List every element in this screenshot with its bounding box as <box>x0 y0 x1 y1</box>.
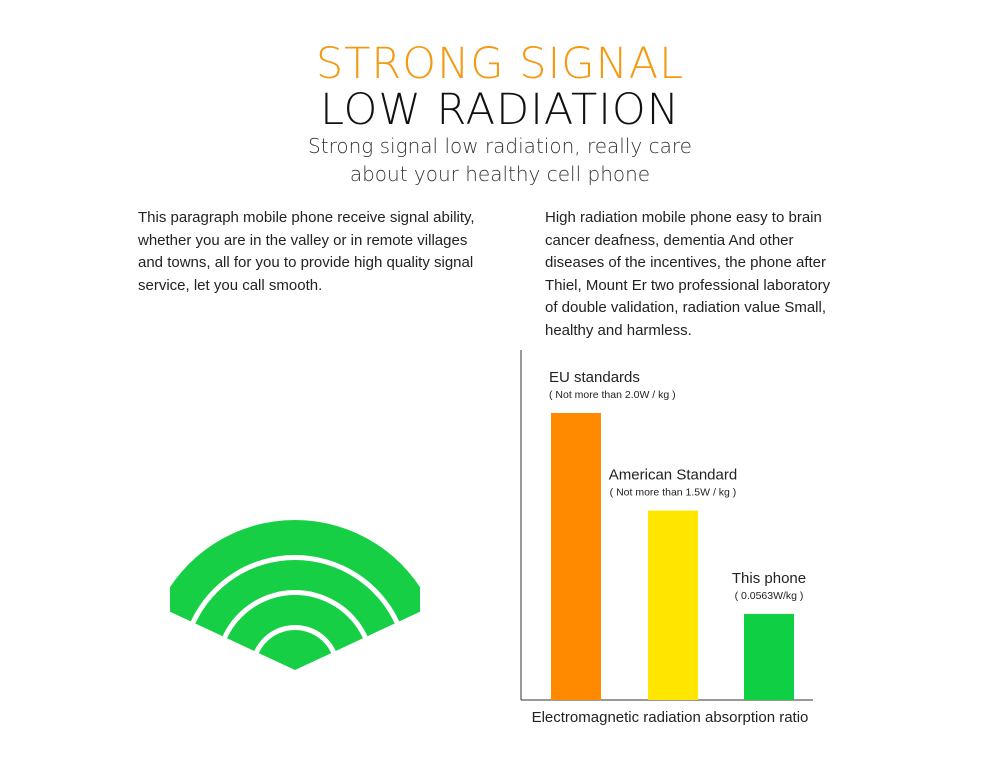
bar-label: This phone <box>732 570 806 587</box>
radiation-paragraph-line: High radiation mobile phone easy to brai… <box>545 209 822 226</box>
signal-paragraph: This paragraph mobile phone receive sign… <box>138 207 518 297</box>
wifi-dot <box>258 630 332 670</box>
bar-label: EU standards <box>549 369 640 386</box>
radiation-paragraph-line: Thiel, Mount Er two professional laborat… <box>545 276 831 294</box>
bar-note: ( Not more than 2.0W / kg ) <box>549 389 676 401</box>
wifi-arc-3 <box>227 595 363 651</box>
wifi-arcs <box>170 519 420 670</box>
wifi-arc-1 <box>170 519 420 622</box>
signal-paragraph-line: service, let you call smooth. <box>138 276 323 294</box>
radiation-bar-chart: EU standards ( Not more than 2.0W / kg ) A… <box>520 350 813 701</box>
x-axis-label: Electromagnetic radiation absorption rat… <box>531 709 809 726</box>
radiation-paragraph-line: healthy and harmless. <box>545 321 692 339</box>
bar-2 <box>648 510 698 700</box>
signal-paragraph-line: This paragraph mobile phone receive sign… <box>138 209 475 226</box>
subtitle-line-1: Strong signal low radiation, really care <box>308 134 692 158</box>
bar-3 <box>744 613 794 700</box>
headline-strong-signal: STRONG SIGNAL <box>315 39 685 89</box>
bar-label: American Standard <box>609 467 737 484</box>
signal-paragraph-line: and towns, all for you to provide high q… <box>138 254 474 271</box>
subtitle-line-2: about your healthy cell phone <box>349 162 651 186</box>
radiation-paragraph-line: cancer deafness, dementia And other <box>545 231 794 249</box>
wifi-arc-2 <box>195 560 395 637</box>
bar-note: ( Not more than 1.5W / kg ) <box>610 487 737 499</box>
signal-paragraph-line: whether you are in the valley or in remo… <box>138 231 468 249</box>
bars: EU standards ( Not more than 2.0W / kg ) A… <box>549 369 806 700</box>
wifi-icon <box>170 519 420 670</box>
radiation-paragraph-line: diseases of the incentives, the phone af… <box>545 254 827 271</box>
bar-note: ( 0.0563W/kg ) <box>735 590 804 602</box>
radiation-paragraph: High radiation mobile phone easy to brai… <box>545 207 875 342</box>
radiation-paragraph-line: of double validation, radiation value Sm… <box>545 299 827 316</box>
bar-1 <box>551 413 601 700</box>
headline-low-radiation: LOW RADIATION <box>320 85 680 135</box>
